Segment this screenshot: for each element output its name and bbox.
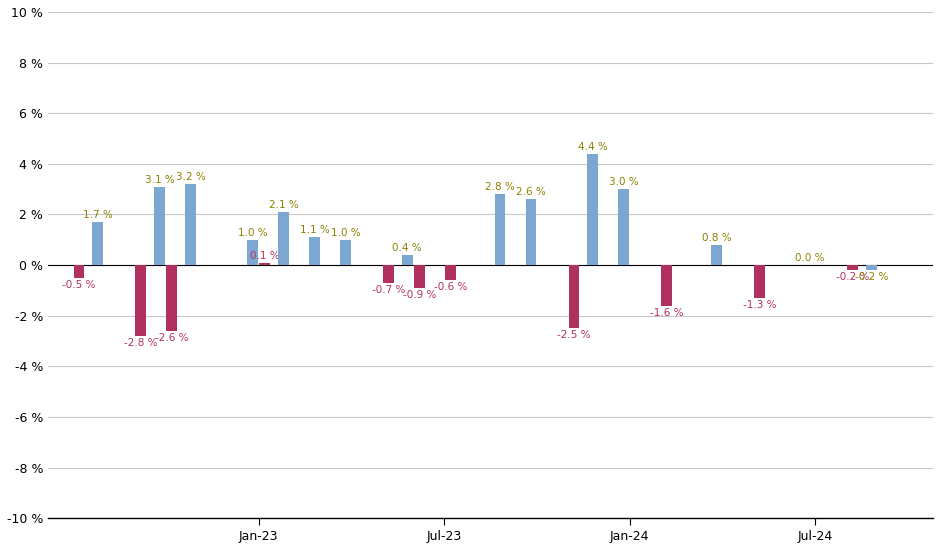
Text: 4.4 %: 4.4 % xyxy=(578,142,608,152)
Text: 1.0 %: 1.0 % xyxy=(331,228,360,238)
Bar xyxy=(73,265,85,278)
Text: -0.5 %: -0.5 % xyxy=(62,280,96,290)
Bar xyxy=(494,194,506,265)
Text: -0.6 %: -0.6 % xyxy=(433,282,467,292)
Bar xyxy=(278,212,289,265)
Bar xyxy=(166,265,178,331)
Text: 0.4 %: 0.4 % xyxy=(392,243,422,253)
Bar xyxy=(662,265,672,306)
Bar xyxy=(259,262,270,265)
Bar xyxy=(754,265,765,298)
Bar xyxy=(340,240,351,265)
Bar xyxy=(154,186,165,265)
Text: -1.3 %: -1.3 % xyxy=(743,300,776,310)
Bar xyxy=(135,265,147,336)
Bar xyxy=(588,153,598,265)
Text: -2.8 %: -2.8 % xyxy=(124,338,158,348)
Bar xyxy=(383,265,394,283)
Text: 0.8 %: 0.8 % xyxy=(702,233,731,243)
Text: -2.6 %: -2.6 % xyxy=(155,333,189,343)
Text: 2.1 %: 2.1 % xyxy=(269,200,298,210)
Bar xyxy=(569,265,579,328)
Text: 0.1 %: 0.1 % xyxy=(250,251,279,261)
Bar xyxy=(445,265,456,280)
Text: -0.7 %: -0.7 % xyxy=(371,285,405,295)
Bar xyxy=(185,184,196,265)
Text: -2.5 %: -2.5 % xyxy=(557,331,590,340)
Text: -0.2 %: -0.2 % xyxy=(854,272,888,282)
Bar xyxy=(866,265,877,270)
Bar xyxy=(401,255,413,265)
Text: 3.2 %: 3.2 % xyxy=(176,172,206,182)
Text: 3.1 %: 3.1 % xyxy=(145,174,175,185)
Text: 1.7 %: 1.7 % xyxy=(83,210,113,220)
Bar xyxy=(414,265,425,288)
Text: 0.0 %: 0.0 % xyxy=(794,253,824,263)
Text: 1.0 %: 1.0 % xyxy=(238,228,267,238)
Bar xyxy=(92,222,103,265)
Bar xyxy=(619,189,629,265)
Text: 2.8 %: 2.8 % xyxy=(485,182,515,192)
Text: 3.0 %: 3.0 % xyxy=(609,177,638,187)
Bar xyxy=(847,265,858,270)
Bar xyxy=(712,245,722,265)
Text: -0.2 %: -0.2 % xyxy=(836,272,870,282)
Bar xyxy=(309,237,320,265)
Text: 1.1 %: 1.1 % xyxy=(300,226,329,235)
Bar xyxy=(525,199,537,265)
Bar xyxy=(247,240,258,265)
Text: -0.9 %: -0.9 % xyxy=(402,290,436,300)
Text: 2.6 %: 2.6 % xyxy=(516,187,546,197)
Text: -1.6 %: -1.6 % xyxy=(650,307,683,318)
